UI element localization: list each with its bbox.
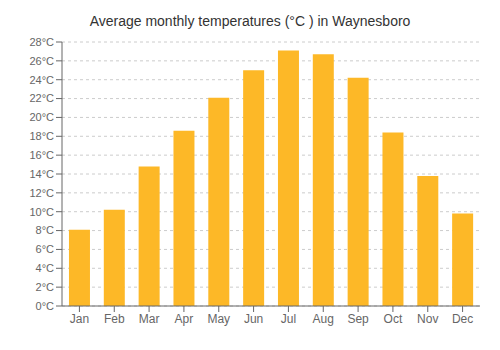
svg-text:8°C: 8°C [36,224,55,236]
svg-text:Dec: Dec [452,312,473,326]
svg-text:10°C: 10°C [29,206,54,218]
svg-text:Oct: Oct [384,312,403,326]
svg-text:Aug: Aug [313,312,334,326]
html-text:Average monthly temperatures (: Average monthly temperatures (°C ) in Wa… [89,13,411,29]
svg-text:20°C: 20°C [29,111,54,123]
svg-text:22°C: 22°C [29,92,54,104]
svg-text:Apr: Apr [175,312,194,326]
svg-text:2°C: 2°C [36,281,55,293]
svg-text:May: May [207,312,230,326]
svg-text:Jul: Jul [281,312,296,326]
svg-text:14°C: 14°C [29,168,54,180]
svg-text:16°C: 16°C [29,149,54,161]
svg-text:Nov: Nov [417,312,438,326]
svg-text:12°C: 12°C [29,187,54,199]
svg-text:4°C: 4°C [36,262,55,274]
svg-text:Sep: Sep [347,312,369,326]
svg-text:Feb: Feb [104,312,125,326]
svg-text:24°C: 24°C [29,74,54,86]
svg-text:26°C: 26°C [29,55,54,67]
svg-text:Jan: Jan [70,312,89,326]
svg-text:Jun: Jun [244,312,263,326]
svg-text:18°C: 18°C [29,130,54,142]
svg-text:Mar: Mar [139,312,160,326]
svg-text:0°C: 0°C [36,300,55,312]
svg-text:28°C: 28°C [29,36,54,48]
svg-text:6°C: 6°C [36,243,55,255]
